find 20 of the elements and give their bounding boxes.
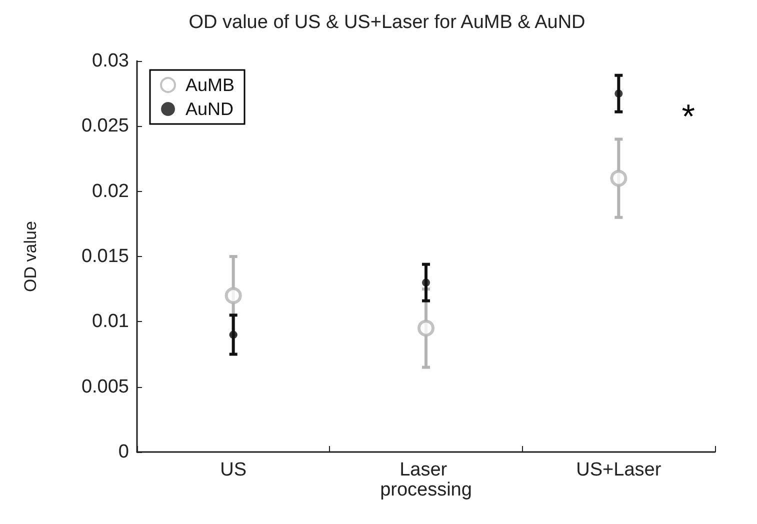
point (418, 320, 434, 337)
point (224, 287, 242, 304)
point (422, 278, 430, 287)
point (614, 90, 623, 98)
y-axis-title: OD value (21, 221, 40, 292)
x-tick-label: US+Laser (576, 460, 662, 480)
legend-label: AuMB (186, 75, 235, 95)
y-tick-label: 0.015 (81, 246, 129, 267)
x-tick-label: Laser processing (380, 460, 472, 500)
x-tick-label: US (220, 460, 247, 480)
y-tick-label: 0.01 (92, 311, 129, 332)
y-tick-label: 0.03 (92, 50, 129, 72)
chart-title: OD value of US & US+Laser for AuMB & AuND (188, 12, 586, 33)
y-tick-label: 0.005 (81, 376, 129, 398)
y-tick-label: 0.025 (81, 116, 129, 137)
y-tick-label: 0.02 (92, 180, 129, 202)
legend-label: AuND (186, 99, 234, 119)
annotation: * (682, 98, 696, 136)
y-tick-label: 0 (118, 442, 129, 462)
point (610, 170, 628, 187)
